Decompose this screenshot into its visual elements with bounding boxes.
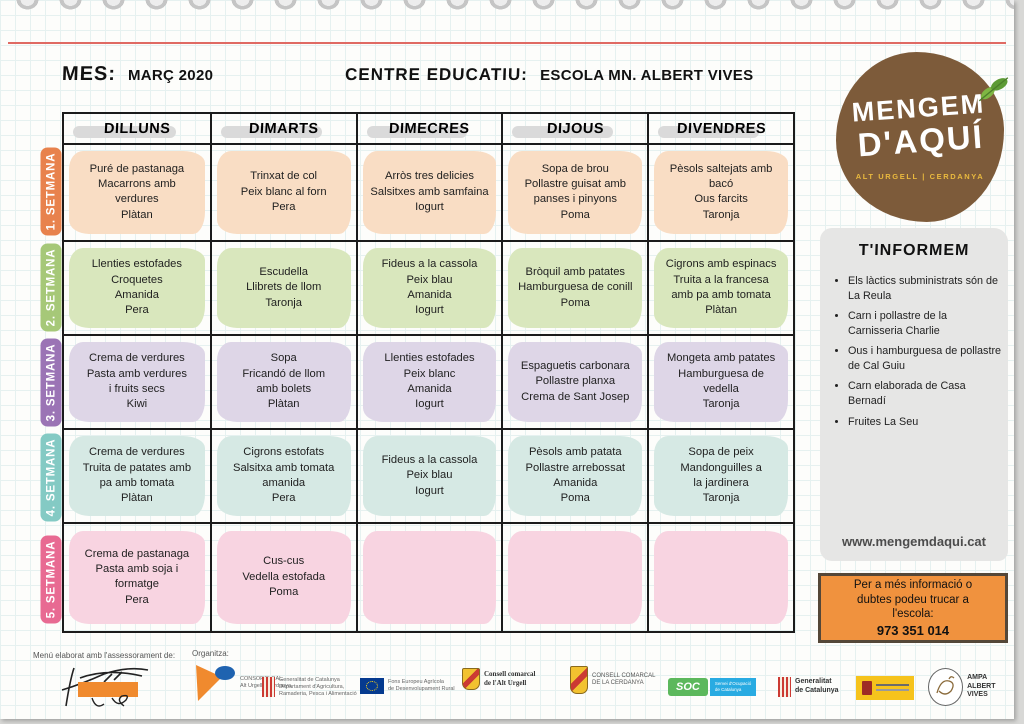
- alt-urgell-logo: Consell comarcal de l'Alt Urgell: [462, 668, 535, 690]
- menu-cell-w2-dijous: Bròquil amb patates Hamburguesa de conil…: [501, 240, 648, 334]
- cerdanya-logo: CONSELL COMARCAL DE LA CERDANYA: [570, 666, 655, 694]
- menu-cell-w2-dimecres: Fideus a la cassola Peix blau Amanida Io…: [355, 240, 502, 334]
- day-highlight: [658, 126, 759, 138]
- month-value: MARÇ 2020: [128, 67, 214, 84]
- menu-cell-w4-dilluns: Crema de verdures Truita de patates amb …: [64, 428, 210, 522]
- menu-cell-w5-dilluns: Crema de pastanaga Pasta amb soja i form…: [64, 522, 210, 631]
- informem-item: Fruites La Seu: [848, 415, 1002, 430]
- day-highlight: [366, 126, 468, 138]
- spain-gov-icon: [856, 676, 914, 700]
- informem-list: Els làctics subministrats són de La Reul…: [824, 274, 1002, 429]
- leaf-icon: [975, 75, 1011, 108]
- spain-gov-logo: [856, 676, 914, 700]
- page-header: MES: MARÇ 2020 CENTRE EDUCATIU: ESCOLA M…: [62, 63, 753, 86]
- month-label: MES:: [61, 63, 117, 85]
- soc-text: Servei d'Ocupació de Catalunya: [709, 678, 757, 696]
- logo-line2: D'AQUÍ: [856, 117, 986, 164]
- week-label-1: 1. SETMANA: [40, 147, 62, 236]
- week-label-4: 4. SETMANA: [40, 433, 62, 522]
- week-label-2: 2. SETMANA: [40, 243, 62, 332]
- notebook-red-line: [8, 42, 1006, 44]
- school-value: ESCOLA MN. ALBERT VIVES: [540, 67, 754, 84]
- menu-cell-w5-dimecres: [355, 522, 502, 631]
- phone-info-text: Per a més informació o dubtes podeu truc…: [853, 578, 973, 621]
- menu-cell-w4-dimecres: Fideus a la cassola Peix blau Iogurt: [355, 428, 502, 522]
- advisor-signature-logo: [52, 660, 164, 717]
- ampa-logo: AMPA ALBERT VIVES: [928, 668, 1014, 706]
- soc-logo: SOC Servei d'Ocupació de Catalunya: [668, 678, 757, 696]
- eu-feader-logo: Fons Europeu Agrícola de Desenvolupament…: [360, 678, 455, 694]
- assessorament-label: Menú elaborat amb l'assessorament de:: [33, 651, 176, 660]
- menu-cell-w4-dijous: Pèsols amb patata Pollastre arrebossat A…: [501, 428, 648, 522]
- day-header-dijous: DIJOUS: [501, 114, 647, 143]
- website-text: www.mengemdaqui.cat: [842, 534, 986, 549]
- menu-cell-w3-dilluns: Crema de verdures Pasta amb verdures i f…: [64, 334, 210, 428]
- menu-cell-w3-divendres: Mongeta amb patates Hamburguesa de vedel…: [647, 334, 793, 428]
- day-highlight: [73, 126, 176, 138]
- week-label-3: 3. SETMANA: [40, 338, 62, 427]
- informem-panel: T'INFORMEM Els làctics subministrats són…: [820, 228, 1008, 561]
- menu-cell-w2-dimarts: Escudella Llibrets de llom Taronja: [209, 240, 356, 334]
- generalitat-stripes-icon: [262, 677, 275, 698]
- menu-cell-w1-dilluns: Puré de pastanaga Macarrons amb verdures…: [64, 143, 210, 240]
- informem-title: T'INFORMEM: [858, 242, 970, 259]
- week-label-5: 5. SETMANA: [40, 535, 62, 624]
- menu-cell-w5-dijous: [501, 522, 648, 631]
- informem-item: Carn i pollastre de la Carnisseria Charl…: [848, 309, 1002, 338]
- menu-cell-w3-dimecres: Llenties estofades Peix blanc Amanida Io…: [355, 334, 502, 428]
- gal-icon: [196, 665, 235, 701]
- menu-cell-w1-dijous: Sopa de brou Pollastre guisat amb panses…: [501, 143, 648, 240]
- informem-item: Carn elaborada de Casa Bernadí: [848, 379, 1002, 408]
- agricultura-logo: Generalitat de Catalunya Departament d'A…: [262, 677, 357, 698]
- alt-urgell-shield-icon: [462, 668, 480, 690]
- ampa-stamp-icon: [928, 668, 964, 706]
- spiral-binding-decoration: [0, 0, 1014, 20]
- consorci-gal-logo: CONSORCI GAL Alt Urgell - Cerdanya: [192, 661, 291, 705]
- day-header-dimarts: DIMARTS: [209, 114, 356, 143]
- day-header-dilluns: DILLUNS: [64, 114, 210, 143]
- school-label: CENTRE EDUCATIU:: [344, 65, 529, 84]
- menu-cell-w2-divendres: Cigrons amb espinacs Truita a la frances…: [647, 240, 793, 334]
- menu-cell-w5-divendres: [647, 522, 793, 631]
- menu-cell-w4-dimarts: Cigrons estofats Salsitxa amb tomata ama…: [209, 428, 356, 522]
- logo-tagline: ALT URGELL | CERDANYA: [855, 172, 985, 181]
- soc-badge: SOC: [668, 678, 708, 696]
- phone-info-box: Per a més informació o dubtes podeu truc…: [818, 573, 1008, 643]
- menu-cell-w3-dijous: Espaguetis carbonara Pollastre planxa Cr…: [501, 334, 648, 428]
- day-highlight: [512, 126, 614, 138]
- cerdanya-shield-icon: [570, 666, 588, 694]
- eu-flag-icon: [360, 678, 384, 694]
- generalitat-logo: Generalitat de Catalunya: [778, 677, 839, 697]
- day-header-divendres: DIVENDRES: [647, 114, 793, 143]
- informem-item: Els làctics subministrats són de La Reul…: [848, 274, 1002, 303]
- organitza-label: Organitza:: [192, 649, 229, 658]
- menu-cell-w4-divendres: Sopa de peix Mandonguilles a la jardiner…: [647, 428, 793, 522]
- mengem-daqui-logo: MENGEM D'AQUÍ ALT URGELL | CERDANYA: [836, 52, 1009, 222]
- menu-cell-w3-dimarts: Sopa Fricandó de llom amb bolets Plàtan: [209, 334, 356, 428]
- generalitat-stripes-icon: [778, 677, 791, 697]
- day-header-dimecres: DIMECRES: [355, 114, 502, 143]
- menu-cell-w1-dimecres: Arròs tres delicies Salsitxes amb samfai…: [355, 143, 502, 240]
- menu-cell-w1-dimarts: Trinxat de col Peix blanc al forn Pera: [209, 143, 356, 240]
- menu-cell-w5-dimarts: Cus-cus Vedella estofada Poma: [209, 522, 356, 631]
- phone-number: 973 351 014: [876, 623, 950, 639]
- informem-item: Ous i hamburguesa de pollastre de Cal Gu…: [848, 344, 1002, 373]
- menu-cell-w1-divendres: Pèsols saltejats amb bacó Ous farcits Ta…: [647, 143, 793, 240]
- menu-table: DILLUNS DIMARTS DIMECRES DIJOUS DIVENDRE…: [62, 112, 795, 633]
- menu-cell-w2-dilluns: Llenties estofades Croquetes Amanida Per…: [64, 240, 210, 334]
- day-highlight: [220, 126, 322, 138]
